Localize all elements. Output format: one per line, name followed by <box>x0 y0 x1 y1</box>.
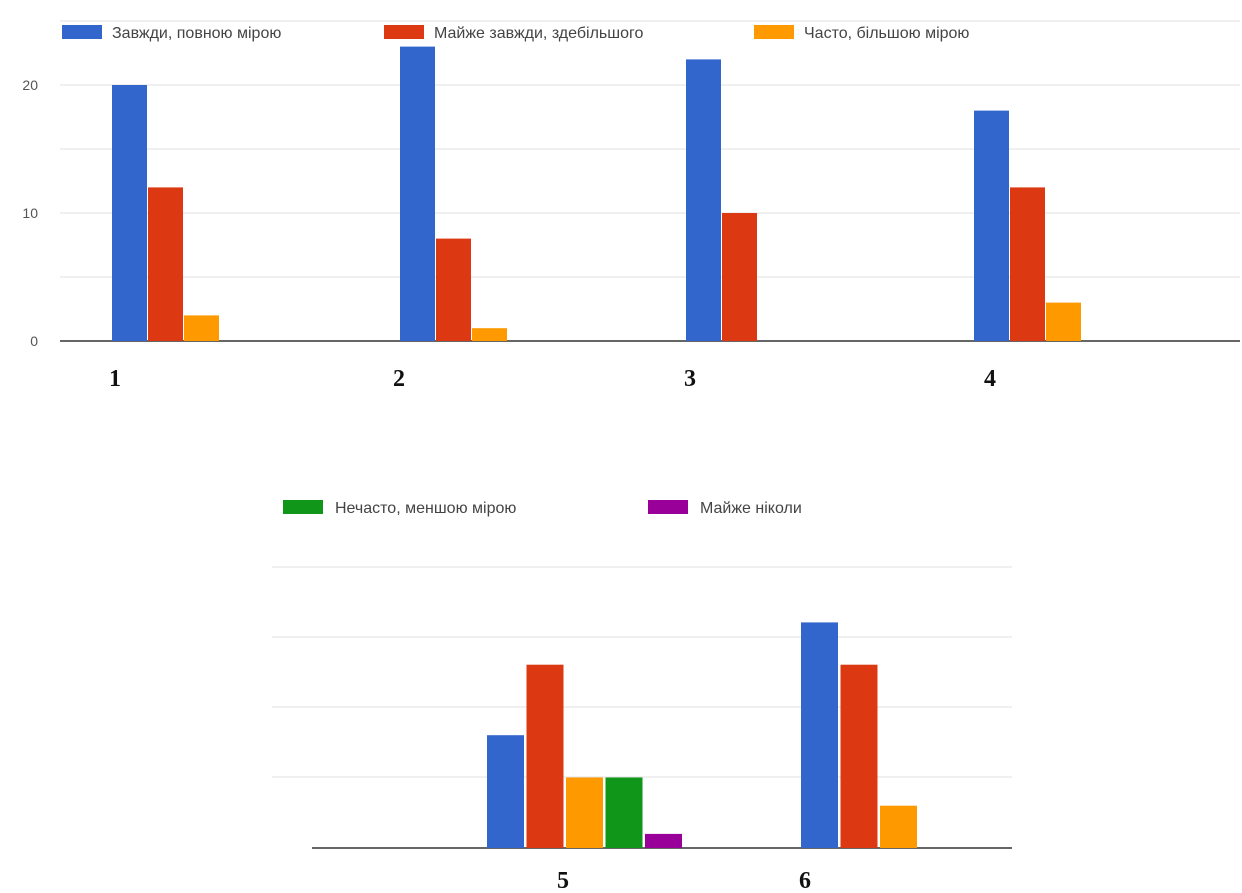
bar <box>645 833 682 848</box>
chart-1-legend: Завжди, повною мірою Майже завжди, здебіл… <box>62 25 969 42</box>
legend-swatch <box>648 500 688 514</box>
bar <box>400 46 435 341</box>
chart-1-category-labels: 1 2 3 4 <box>109 366 996 392</box>
bar <box>801 622 838 848</box>
legend-entry: Часто, більшою мірою <box>804 25 969 42</box>
bar <box>184 315 219 341</box>
bar <box>148 187 183 341</box>
legend-entry: Майже ніколи <box>700 500 802 517</box>
bar <box>1010 187 1045 341</box>
bar <box>840 664 878 848</box>
chart-1-bars <box>112 46 1081 342</box>
bar <box>566 777 603 848</box>
bar <box>436 238 471 341</box>
y-tick-label: 20 <box>22 77 38 93</box>
legend-swatch <box>62 25 102 39</box>
category-label: 3 <box>684 366 696 392</box>
category-label: 5 <box>557 868 569 893</box>
chart-1-gridlines <box>60 20 1240 342</box>
chart-1: Завжди, повною мірою Майже завжди, здебіл… <box>22 20 1240 392</box>
category-label: 6 <box>799 868 811 893</box>
legend-swatch <box>754 25 794 39</box>
bar <box>1046 302 1081 341</box>
chart-2-legend: Нечасто, меншою мірою Майже ніколи <box>283 500 802 517</box>
bar <box>526 664 564 848</box>
chart-1-y-ticks: 0 10 20 <box>22 77 38 349</box>
chart-2-bars <box>487 622 917 848</box>
bar <box>112 85 147 341</box>
legend-entry: Майже завжди, здебільшого <box>434 25 643 42</box>
bar <box>880 805 917 848</box>
legend-entry: Завжди, повною мірою <box>112 25 281 42</box>
bar <box>722 213 757 341</box>
legend-entry: Нечасто, меншою мірою <box>335 500 516 517</box>
bar <box>487 735 524 848</box>
y-tick-label: 0 <box>30 333 38 349</box>
bar <box>605 777 643 848</box>
bar <box>472 328 507 341</box>
y-tick-label: 10 <box>22 205 38 221</box>
category-label: 1 <box>109 366 121 392</box>
category-label: 2 <box>393 366 405 392</box>
category-label: 4 <box>984 366 996 392</box>
bar <box>974 110 1009 341</box>
legend-swatch <box>384 25 424 39</box>
legend-swatch <box>283 500 323 514</box>
bar <box>686 59 721 342</box>
